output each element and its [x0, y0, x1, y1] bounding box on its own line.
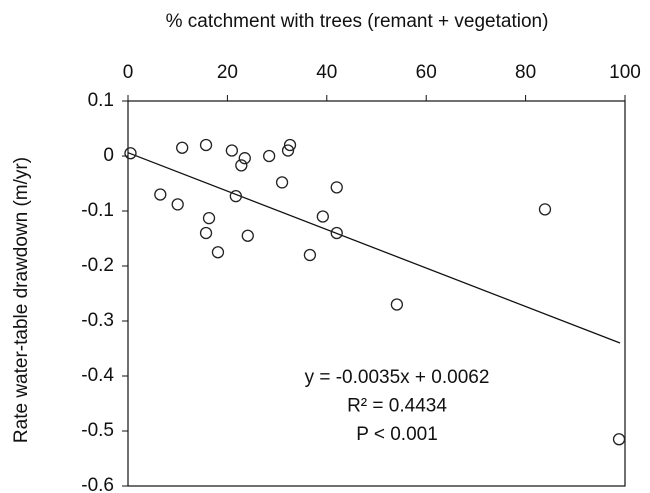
- point: [538, 203, 552, 216]
- point: [176, 141, 189, 154]
- point: [235, 159, 248, 172]
- point: [154, 188, 167, 201]
- point: [171, 198, 184, 211]
- point: [612, 433, 626, 446]
- point: [124, 147, 137, 160]
- y-tick-label: -0.5: [81, 420, 114, 441]
- x-tick-label: 80: [515, 62, 536, 83]
- x-tick-label: 100: [609, 62, 641, 83]
- trend-line: [127, 152, 621, 344]
- annotation: R² = 0.4434: [347, 396, 447, 417]
- point: [390, 298, 404, 311]
- point: [199, 226, 213, 240]
- point: [202, 211, 216, 225]
- chart-title: % catchment with trees (remant + vegetat…: [166, 11, 549, 32]
- point: [283, 138, 297, 152]
- point: [275, 176, 289, 189]
- point: [316, 210, 329, 223]
- y-tick-label: -0.3: [81, 310, 114, 331]
- y-tick-label: -0.4: [81, 365, 114, 386]
- point: [241, 229, 254, 242]
- point: [199, 138, 213, 152]
- point: [229, 189, 242, 203]
- point: [281, 144, 295, 157]
- point: [238, 152, 251, 165]
- point: [262, 149, 276, 163]
- plot-frame: [127, 100, 626, 487]
- annotation: P < 0.001: [356, 424, 438, 445]
- point: [330, 226, 343, 240]
- x-tick-label: 60: [416, 62, 437, 83]
- x-tick-label: 40: [316, 62, 337, 83]
- y-tick-label: -0.2: [81, 255, 114, 276]
- y-tick-label: -0.6: [81, 475, 114, 493]
- y-tick-label: 0.1: [88, 90, 114, 111]
- point: [303, 248, 317, 262]
- y-tick-label: 0: [103, 145, 114, 166]
- y-tick-label: -0.1: [81, 200, 114, 221]
- annotation: y = -0.0035x + 0.0062: [305, 367, 490, 388]
- x-tick-label: 0: [123, 62, 134, 83]
- y-axis-label: Rate water-table drawdown (m/yr): [11, 157, 32, 443]
- x-tick-label: 20: [217, 62, 238, 83]
- point: [211, 246, 225, 259]
- point: [330, 181, 343, 194]
- point: [225, 144, 239, 157]
